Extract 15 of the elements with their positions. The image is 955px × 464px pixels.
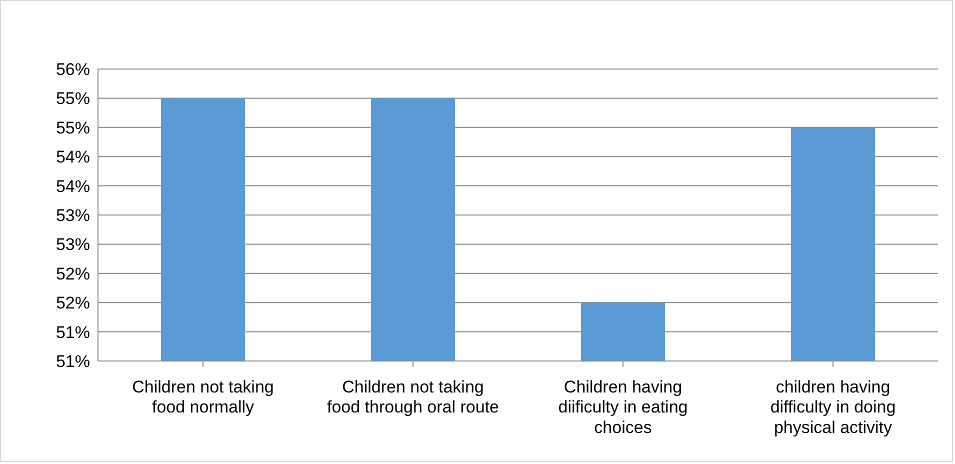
x-tick-label: Children having diificulty in eating choices (558, 377, 688, 438)
x-tick-label: children having difficulty in doing physical activity (770, 377, 896, 438)
y-tick-label: 51% (56, 322, 90, 342)
y-tick-label: 51% (56, 352, 90, 372)
y-tick-label: 55% (56, 89, 90, 108)
y-tick-label: 55% (56, 118, 90, 138)
x-tick-label: Children not taking food through oral route (326, 377, 500, 417)
y-tick-label: 53% (56, 206, 90, 226)
y-tick-label: 52% (56, 264, 90, 284)
x-tick-label: Children not taking food normally (132, 377, 274, 417)
y-tick-label: 54% (56, 148, 90, 167)
y-tick-label: 53% (56, 235, 90, 254)
y-tick-label: 54% (56, 176, 90, 196)
y-tick-label: 56% (56, 60, 90, 80)
y-tick-label: 52% (56, 294, 90, 313)
